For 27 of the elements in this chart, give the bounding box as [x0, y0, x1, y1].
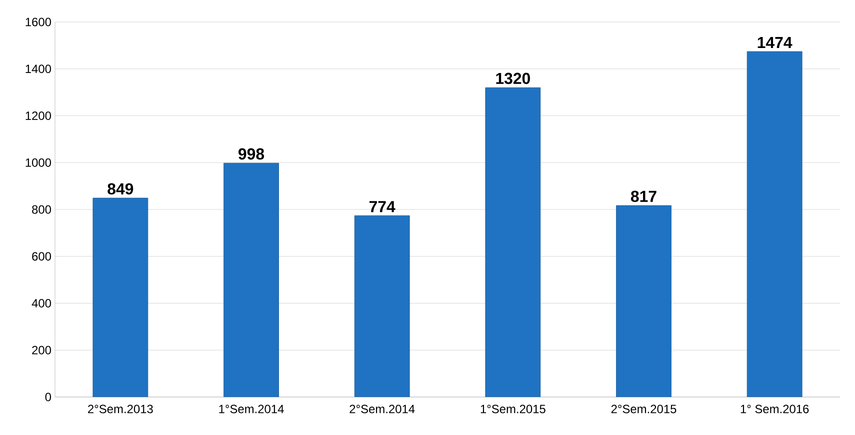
y-tick-label: 0 — [45, 392, 52, 402]
x-tick-label: 2°Sem.2015 — [611, 404, 676, 414]
data-label: 1320 — [496, 72, 530, 84]
data-label: 849 — [108, 183, 134, 194]
data-label: 1474 — [758, 37, 792, 48]
bar — [354, 215, 410, 397]
x-tick-label: 1° Sem.2016 — [740, 404, 809, 414]
x-tick-label: 1°Sem.2014 — [219, 404, 284, 414]
y-tick-label: 200 — [32, 346, 52, 354]
y-tick-label: 1200 — [26, 112, 52, 120]
y-tick-label: 600 — [32, 252, 52, 261]
data-label: 774 — [369, 201, 396, 212]
x-tick-label: 2°Sem.2013 — [88, 404, 153, 414]
bar — [92, 198, 148, 397]
y-tick-label: 1600 — [26, 18, 52, 26]
bar — [616, 205, 672, 397]
y-tick-label: 800 — [32, 205, 52, 214]
data-label: 817 — [630, 190, 656, 202]
y-tick-label: 1400 — [26, 64, 52, 74]
y-tick-label: 1000 — [26, 158, 52, 167]
x-tick-label: 1°Sem.2015 — [480, 404, 546, 414]
bar — [485, 87, 541, 397]
y-tick-label: 400 — [32, 299, 52, 308]
x-tick-label: 2°Sem.2014 — [350, 404, 415, 414]
bar — [746, 51, 802, 397]
data-label: 998 — [238, 148, 264, 160]
bar — [224, 162, 279, 397]
